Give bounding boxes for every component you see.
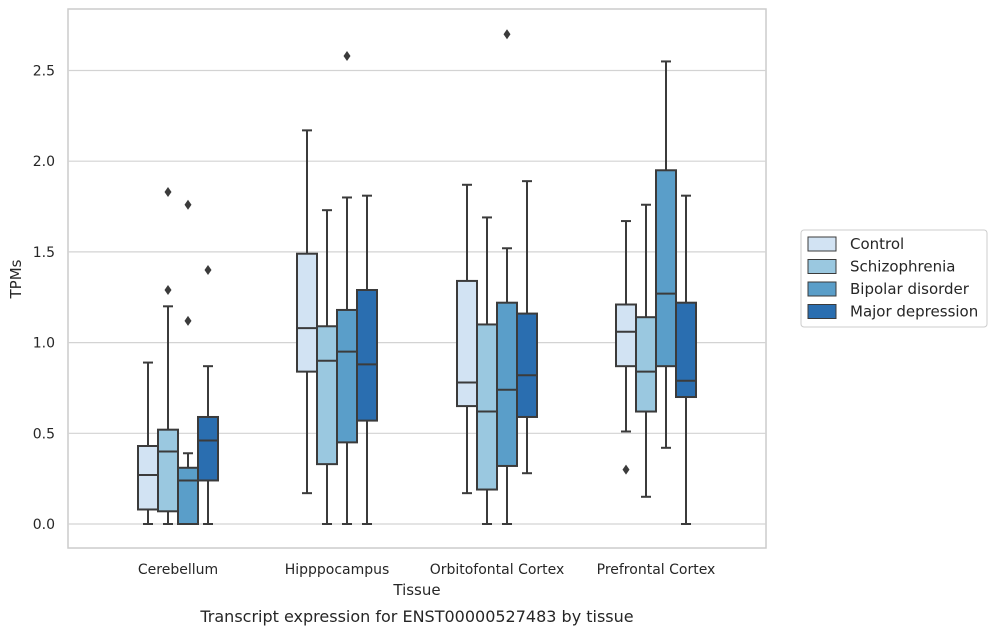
outlier-point [164,187,172,198]
box-major-depression-1 [356,194,378,525]
x-tick-label: Cerebellum [138,562,218,578]
box-iqr [675,301,697,399]
box-bipolar-disorder-1 [336,50,358,525]
legend-label: Major depression [850,303,978,321]
box-iqr [177,466,199,525]
outlier-point [343,50,351,61]
box-schizophrenia-1 [316,209,338,525]
legend-swatch [807,281,837,297]
box-iqr [157,428,179,513]
y-axis-label: TPMs [7,259,25,299]
box-major-depression-2 [516,180,538,475]
y-tick-label: 0.0 [33,517,55,533]
box-iqr [476,323,498,491]
legend-swatch [807,259,837,274]
y-tick-label: 0.5 [33,426,55,442]
outlier-point [622,464,630,475]
box-major-depression-3 [675,194,697,525]
box-iqr [137,444,159,511]
outlier-point [184,199,192,210]
legend-label: Schizophrenia [850,258,955,276]
box-control-3 [615,220,637,475]
legend: Control Schizophrenia Bipolar disorder Majo… [800,229,988,328]
outlier-point [204,265,212,276]
outlier-point [184,315,192,326]
box-iqr [197,415,219,482]
legend-swatch [807,236,837,252]
box-bipolar-disorder-3 [655,60,677,449]
y-tick-labels: 0.0 0.5 1.0 1.5 2.0 2.5 [33,64,55,534]
box-bipolar-disorder-2 [496,29,518,525]
box-schizophrenia-2 [476,216,498,525]
box-control-1 [296,129,318,495]
y-tick-label: 2.5 [33,64,55,80]
box-schizophrenia-0 [157,187,179,525]
box-groups [137,29,697,525]
x-axis-label: Tissue [392,581,440,599]
x-tick-labels: Cerebellum Hipppocampus Orbitofontal Corte… [138,562,715,578]
box-iqr [296,252,318,373]
legend-swatch [807,304,837,319]
outlier-point [164,284,172,295]
y-tick-label: 1.5 [33,245,55,261]
outlier-point [503,29,511,40]
legend-label: Control [850,235,904,253]
box-iqr [655,169,677,368]
x-tick-label: Hipppocampus [285,562,390,578]
box-iqr [615,303,637,368]
box-iqr [316,325,338,466]
y-tick-label: 2.0 [33,154,55,170]
box-iqr [496,301,518,467]
legend-label: Bipolar disorder [850,280,970,298]
box-iqr [336,308,358,444]
chart-caption: Transcript expression for ENST0000052748… [199,607,633,626]
box-major-depression-0 [197,265,219,525]
box-bipolar-disorder-0 [177,199,199,525]
box-iqr [635,316,657,413]
box-schizophrenia-3 [635,203,657,498]
legend-frame [800,229,988,328]
y-tick-label: 1.0 [33,336,55,352]
box-iqr [356,288,378,422]
plot-area [67,8,767,549]
box-iqr [456,279,478,408]
x-tick-label: Prefrontal Cortex [597,562,716,578]
box-iqr [516,312,538,418]
x-tick-label: Orbitofontal Cortex [430,562,565,578]
